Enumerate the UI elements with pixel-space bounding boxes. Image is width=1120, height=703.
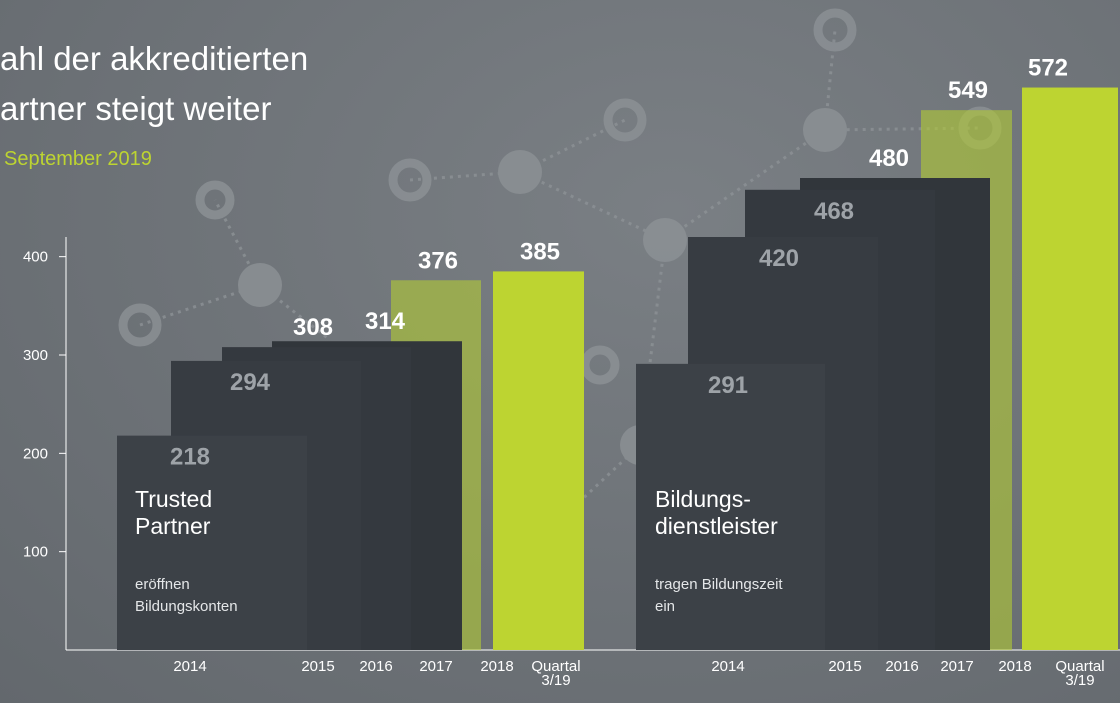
value-label: 468 xyxy=(814,198,854,225)
x-tick-label: 2015 xyxy=(820,660,870,674)
x-tick-label: 2015 xyxy=(293,660,343,674)
value-label: 549 xyxy=(948,77,988,104)
infographic: 100 200 300 400 218 294 308 314 376 385 291 420 468 4… xyxy=(0,0,1120,703)
y-tick-label: 300 xyxy=(23,347,48,364)
series-name: Bildungs- dienstleister xyxy=(655,486,785,540)
value-label: 218 xyxy=(170,444,210,471)
bar xyxy=(493,271,584,650)
value-label: 314 xyxy=(365,308,406,335)
x-tick-label: Quartal 3/19 xyxy=(531,660,581,688)
value-label: 308 xyxy=(293,314,333,341)
y-tick-label: 400 xyxy=(23,249,48,266)
x-tick-label: 2017 xyxy=(411,660,461,674)
x-tick-label: 2014 xyxy=(165,660,215,674)
series-description: tragen Bildungszeit ein xyxy=(655,574,805,618)
bar xyxy=(1022,88,1118,650)
series-description: eröffnen Bildungskonten xyxy=(135,574,285,618)
value-label: 572 xyxy=(1028,55,1068,82)
value-label: 294 xyxy=(230,369,271,396)
title-line: ahl der akkreditierten xyxy=(0,40,308,78)
x-tick-label: 2018 xyxy=(990,660,1040,674)
x-tick-label: 2018 xyxy=(472,660,522,674)
value-label: 291 xyxy=(708,372,748,399)
x-tick-label: 2014 xyxy=(703,660,753,674)
x-tick-label: 2017 xyxy=(932,660,982,674)
subtitle: September 2019 xyxy=(4,148,152,171)
title-line: artner steigt weiter xyxy=(0,90,271,128)
y-tick-label: 100 xyxy=(23,544,48,561)
y-tick-label: 200 xyxy=(23,445,48,462)
value-label: 376 xyxy=(418,247,458,274)
value-label: 385 xyxy=(520,238,560,265)
x-tick-label: 2016 xyxy=(351,660,401,674)
series-name: Trusted Partner xyxy=(135,486,265,540)
value-label: 480 xyxy=(869,145,909,172)
x-tick-label: Quartal 3/19 xyxy=(1055,660,1105,688)
x-tick-label: 2016 xyxy=(877,660,927,674)
value-label: 420 xyxy=(759,245,799,272)
